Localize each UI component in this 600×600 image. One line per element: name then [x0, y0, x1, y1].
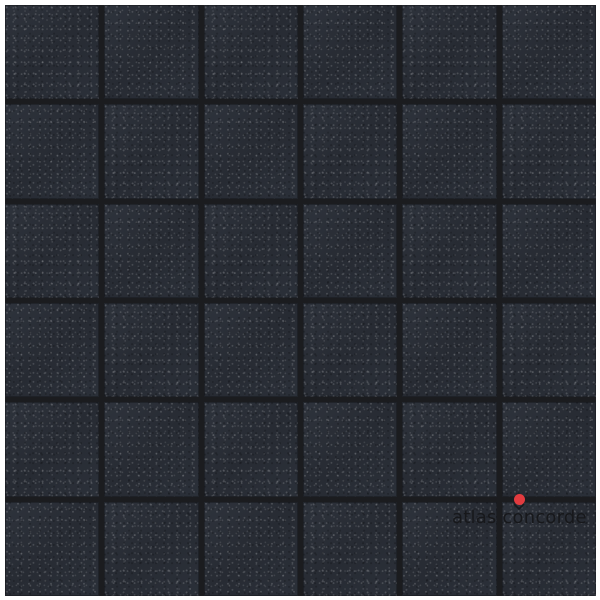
mosaic-tile — [501, 303, 596, 398]
mosaic-tile — [5, 402, 100, 497]
brand-logo: atlas concorde — [452, 494, 590, 536]
mosaic-tile — [104, 303, 199, 398]
mosaic-tile — [104, 501, 199, 596]
mosaic-tile — [203, 303, 298, 398]
mosaic-tile — [402, 203, 497, 298]
mosaic-tile — [501, 5, 596, 100]
mosaic-tile — [5, 501, 100, 596]
mosaic-tile — [303, 501, 398, 596]
logo-chevron-icon — [513, 503, 525, 511]
mosaic-tile — [203, 5, 298, 100]
mosaic-tile — [203, 501, 298, 596]
mosaic-tile — [5, 5, 100, 100]
mosaic-tile-sheet — [5, 5, 596, 596]
mosaic-tile — [303, 303, 398, 398]
mosaic-tile — [203, 402, 298, 497]
mosaic-tile — [303, 402, 398, 497]
mosaic-tile — [303, 104, 398, 199]
mosaic-tile — [402, 402, 497, 497]
mosaic-tile — [501, 501, 596, 596]
mosaic-tile — [303, 5, 398, 100]
mosaic-tile — [5, 303, 100, 398]
mosaic-tile — [104, 402, 199, 497]
mosaic-tile — [104, 5, 199, 100]
mosaic-tile — [104, 104, 199, 199]
mosaic-tile — [203, 203, 298, 298]
mosaic-tile — [501, 402, 596, 497]
mosaic-tile — [303, 203, 398, 298]
mosaic-tile — [203, 104, 298, 199]
mosaic-tile — [402, 5, 497, 100]
mosaic-tile — [402, 501, 497, 596]
mosaic-tile — [501, 104, 596, 199]
logo-red-dot-icon — [514, 494, 525, 505]
logo-wordmark: atlas concorde — [452, 507, 587, 528]
mosaic-tile — [501, 203, 596, 298]
mosaic-tile — [5, 203, 100, 298]
mosaic-tile — [104, 203, 199, 298]
mosaic-tile — [402, 104, 497, 199]
mosaic-tile — [5, 104, 100, 199]
mosaic-tile — [402, 303, 497, 398]
